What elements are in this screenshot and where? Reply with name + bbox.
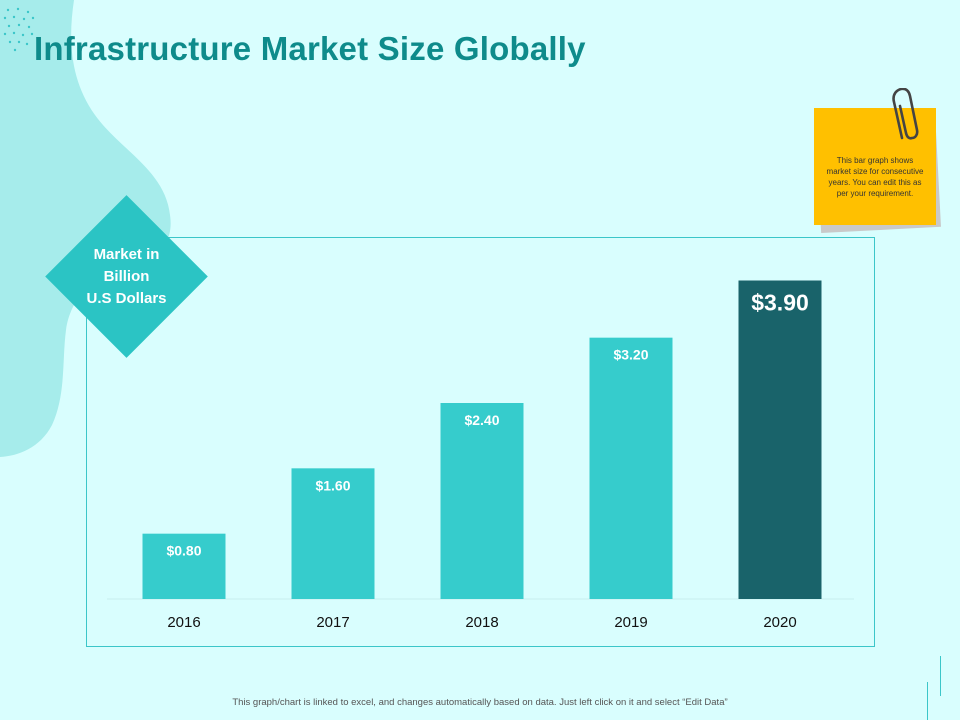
footer-note: This graph/chart is linked to excel, and… [232,697,728,708]
x-tick-label: 2016 [167,614,200,631]
chart-frame: $0.80 2016 $1.60 2017 $2.40 2018 $3.20 2019 $3.9… [86,237,875,647]
x-tick-label: 2018 [465,614,498,631]
data-label: $2.40 [464,412,499,428]
unit-label-badge: Market in Billion U.S Dollars [45,195,208,358]
data-label: $1.60 [315,477,350,493]
x-tick-label: 2017 [316,614,349,631]
bar-chart: $0.80 2016 $1.60 2017 $2.40 2018 $3.20 2019 $3.9… [107,280,854,631]
dots-decoration-icon [3,7,35,52]
bar [291,468,375,599]
decorative-line [927,682,928,720]
data-label: $3.90 [751,290,809,316]
paperclip-icon [892,88,919,140]
bar [440,403,524,599]
x-tick-label: 2019 [614,614,647,631]
decorative-line [940,656,941,696]
bar [589,337,673,599]
data-label: $3.20 [613,347,648,363]
unit-label-line: Billion [103,267,150,285]
page-title: Infrastructure Market Size Globally [34,30,586,67]
x-tick-label: 2020 [763,614,796,631]
unit-label-line: U.S Dollars [86,289,167,307]
data-label: $0.80 [166,543,201,559]
bar [738,280,822,599]
background-blob [0,0,171,457]
unit-label-text: Market in Billion U.S Dollars [45,195,208,358]
bar [142,533,226,599]
unit-label-line: Market in [93,245,160,263]
